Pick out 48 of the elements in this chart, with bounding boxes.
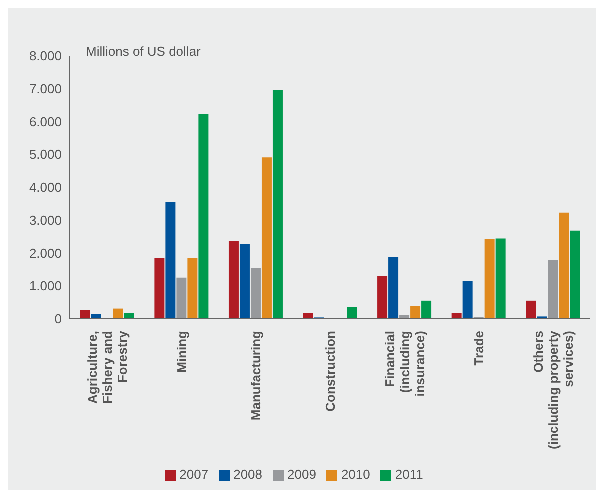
bar: [347, 307, 358, 319]
x-tick-label: Agriculture, Fishery and Forestry: [85, 330, 130, 404]
bar: [548, 260, 558, 319]
legend-label: 2007: [180, 467, 209, 482]
bar: [422, 300, 432, 319]
bar: [113, 308, 124, 319]
bar: [388, 258, 399, 319]
bar: [570, 230, 580, 319]
legend-label: 2009: [288, 467, 316, 482]
bar: [272, 90, 283, 319]
x-tick-label: Others (including property services): [530, 330, 576, 450]
x-tick-label: Financial (including insurance): [382, 330, 428, 397]
bar: [484, 239, 495, 319]
y-tick-label: 6.000: [29, 114, 62, 130]
bar: [250, 268, 261, 319]
legend-label: 2010: [341, 467, 370, 482]
legend-label: 2008: [234, 467, 263, 482]
bar: [410, 306, 421, 319]
y-tick-label: 7.000: [29, 81, 62, 96]
bar: [559, 212, 570, 319]
bar: [188, 258, 198, 319]
y-tick-label: 0: [54, 312, 62, 327]
bar: [124, 313, 134, 319]
y-axis-title: Millions of US dollar: [86, 44, 201, 59]
y-tick-label: 2.000: [29, 246, 62, 261]
bar: [526, 300, 536, 319]
bar: [228, 241, 239, 319]
y-tick-label: 8.000: [29, 48, 62, 64]
bar: [462, 282, 473, 319]
bar: [262, 158, 272, 319]
y-tick-label: 4.000: [29, 180, 62, 196]
bar: [176, 278, 187, 319]
x-tick-label: Mining: [174, 330, 190, 373]
bar: [496, 238, 506, 319]
x-tick-label: Manufacturing: [248, 330, 264, 421]
legend-label: 2011: [395, 467, 424, 482]
x-tick-label: Construction: [323, 330, 338, 412]
y-tick-label: 3.000: [29, 212, 62, 228]
y-tick-label: 5.000: [29, 147, 62, 162]
x-tick-label: Trade: [472, 331, 487, 366]
bar: [198, 114, 209, 319]
y-tick-label: 1.000: [29, 278, 62, 294]
bar: [378, 276, 388, 319]
bar: [240, 244, 250, 319]
bar: [80, 310, 90, 319]
bar: [154, 258, 165, 319]
bar: [452, 313, 462, 319]
bar: [166, 202, 176, 319]
